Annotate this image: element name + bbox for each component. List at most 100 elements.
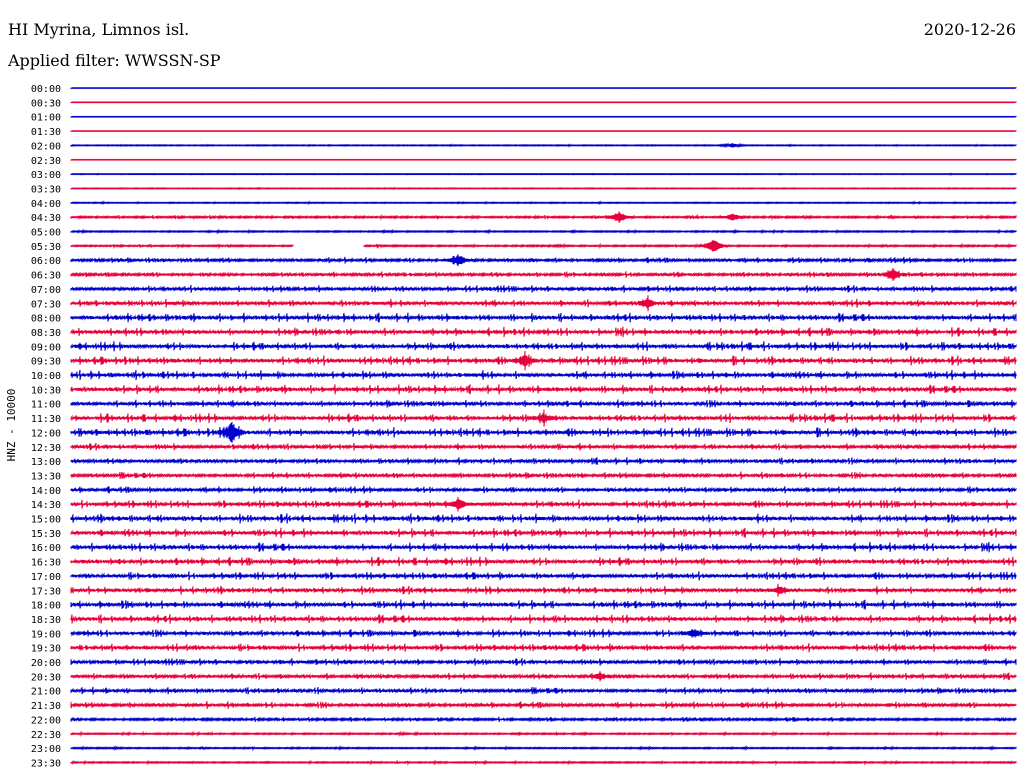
- row-time-label: 20:00: [31, 658, 61, 669]
- trace-line: [70, 228, 1017, 235]
- row-time-label: 12:30: [31, 443, 61, 454]
- row-time-label: 15:00: [31, 515, 61, 526]
- trace-line: [70, 513, 1017, 524]
- row-time-label: 14:30: [31, 500, 61, 511]
- trace-line: [70, 527, 1017, 539]
- row-time-label: 07:30: [31, 299, 61, 310]
- trace-line: [70, 158, 1017, 161]
- trace-line: [70, 326, 1017, 338]
- row-time-label: 20:30: [31, 672, 61, 683]
- trace-line: [70, 254, 1017, 267]
- row-time-label: 14:00: [31, 486, 61, 497]
- trace-line: [70, 186, 1017, 191]
- row-time-label: 04:30: [31, 213, 61, 224]
- trace-line: [70, 583, 1017, 597]
- trace-line: [70, 471, 1017, 480]
- row-time-label: 03:30: [31, 184, 61, 195]
- trace-line: [70, 730, 1017, 738]
- trace-line: [70, 350, 1017, 371]
- row-time-label: 03:00: [31, 170, 61, 181]
- trace-line: [70, 312, 1017, 323]
- row-time-label: 23:30: [31, 758, 61, 769]
- row-time-label: 02:00: [31, 141, 61, 152]
- row-time-label: 01:00: [31, 113, 61, 124]
- trace-line: [70, 671, 1017, 682]
- row-time-label: 09:00: [31, 342, 61, 353]
- row-time-label: 22:00: [31, 715, 61, 726]
- trace-line: [70, 384, 1017, 395]
- date-label: 2020-12-26: [923, 20, 1016, 39]
- row-time-label: 18:00: [31, 601, 61, 612]
- row-time-label: 23:00: [31, 744, 61, 755]
- trace-line: [70, 759, 1017, 766]
- trace-line: [70, 715, 1017, 723]
- trace-line: [70, 172, 1017, 176]
- trace-line: [70, 295, 1017, 312]
- trace-line: [70, 541, 1017, 553]
- row-time-label: 15:30: [31, 529, 61, 540]
- row-time-label: 18:30: [31, 615, 61, 626]
- row-time-label: 11:30: [31, 414, 61, 425]
- row-time-label: 17:00: [31, 572, 61, 583]
- row-time-label: 05:30: [31, 242, 61, 253]
- y-axis-label: HNZ - 10000: [5, 389, 18, 462]
- trace-line: [70, 599, 1017, 610]
- row-time-label: 09:30: [31, 357, 61, 368]
- trace-line: [70, 369, 1017, 381]
- row-time-label: 19:30: [31, 644, 61, 655]
- row-time-label: 21:00: [31, 687, 61, 698]
- row-time-label: 13:00: [31, 457, 61, 468]
- trace-line: [70, 142, 1017, 149]
- row-time-label: 22:30: [31, 730, 61, 741]
- row-time-label: 16:30: [31, 558, 61, 569]
- row-time-label: 08:00: [31, 314, 61, 325]
- trace-line: [70, 86, 1017, 90]
- row-time-label: 00:00: [31, 84, 61, 95]
- trace-line: [70, 686, 1017, 695]
- trace-line: [70, 129, 1017, 133]
- row-time-label: 10:00: [31, 371, 61, 382]
- trace-line: [70, 613, 1017, 625]
- trace-line: [70, 341, 1017, 352]
- trace-line: [70, 101, 1017, 104]
- trace-line: [70, 240, 1017, 252]
- trace-line: [70, 421, 1017, 443]
- row-time-label: 16:00: [31, 543, 61, 554]
- station-title: HI Myrina, Limnos isl.: [8, 20, 190, 39]
- trace-line: [70, 211, 1017, 223]
- trace-line: [70, 643, 1017, 653]
- trace-line: [70, 628, 1017, 638]
- trace-line: [70, 745, 1017, 752]
- row-time-label: 02:30: [31, 156, 61, 167]
- row-time-label: 17:30: [31, 586, 61, 597]
- row-time-label: 00:30: [31, 98, 61, 109]
- trace-line: [70, 571, 1017, 581]
- row-time-label: 21:30: [31, 701, 61, 712]
- row-time-label: 07:00: [31, 285, 61, 296]
- row-time-label: 13:30: [31, 471, 61, 482]
- trace-line: [70, 399, 1017, 409]
- trace-line: [70, 556, 1017, 567]
- trace-line: [70, 442, 1017, 451]
- trace-line: [70, 700, 1017, 710]
- row-time-label: 01:30: [31, 127, 61, 138]
- row-time-label: 19:00: [31, 629, 61, 640]
- row-time-label: 11:00: [31, 400, 61, 411]
- row-time-label: 04:00: [31, 199, 61, 210]
- trace-line: [70, 268, 1017, 282]
- row-time-label: 06:30: [31, 271, 61, 282]
- trace-line: [70, 284, 1017, 293]
- trace-line: [70, 485, 1017, 494]
- row-time-label: 06:00: [31, 256, 61, 267]
- row-time-label: 12:00: [31, 428, 61, 439]
- row-time-label: 10:30: [31, 385, 61, 396]
- trace-line: [70, 409, 1017, 427]
- row-time-label: 08:30: [31, 328, 61, 339]
- trace-line: [70, 496, 1017, 512]
- trace-line: [70, 200, 1017, 206]
- filter-label: Applied filter: WWSSN-SP: [8, 51, 221, 70]
- row-time-label: 05:00: [31, 228, 61, 239]
- trace-line: [70, 658, 1017, 666]
- trace-line: [70, 115, 1017, 118]
